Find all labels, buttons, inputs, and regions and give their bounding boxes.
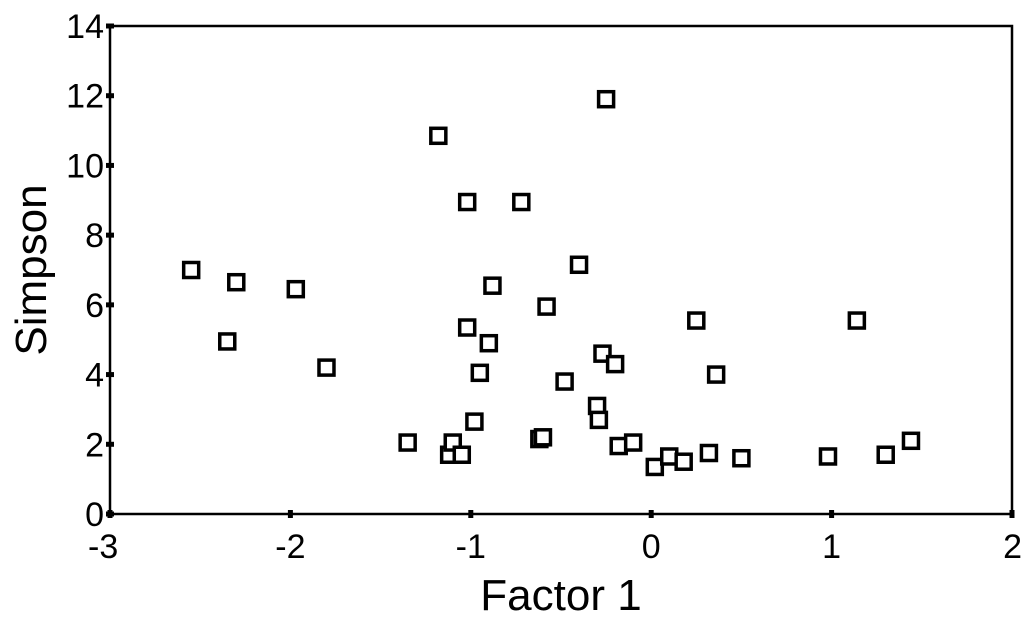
- data-point: [623, 433, 643, 452]
- data-point: [457, 318, 477, 337]
- data-point: [589, 410, 609, 430]
- data-point: [465, 412, 484, 431]
- data-point: [706, 365, 726, 384]
- y-tick-label: 4: [85, 357, 104, 395]
- y-axis-title: Simpson: [7, 184, 56, 355]
- y-axis: 0 2 4 6 8 10 12 14: [66, 8, 114, 534]
- data-point: [847, 311, 867, 330]
- y-tick-label: 2: [85, 426, 104, 464]
- x-tick-label: 0: [642, 528, 661, 566]
- x-tick-label: -2: [275, 528, 305, 566]
- x-tick-label: 1: [822, 528, 841, 566]
- x-axis: -3 -2 -1 0 1 2: [88, 510, 1022, 566]
- data-point: [901, 431, 921, 451]
- data-point: [674, 452, 693, 471]
- data-point: [181, 260, 201, 280]
- data-point: [596, 89, 616, 109]
- data-point: [218, 332, 237, 351]
- data-point: [483, 276, 502, 295]
- data-point: [818, 447, 838, 466]
- x-axis-title: Factor 1: [480, 571, 641, 620]
- data-point: [317, 358, 336, 377]
- y-tick-label: 14: [66, 8, 104, 46]
- data-point: [687, 311, 706, 330]
- data-point: [605, 354, 625, 374]
- plot-frame: [108, 24, 1014, 516]
- data-point: [398, 433, 417, 452]
- x-tick-label: 2: [1003, 528, 1022, 566]
- y-tick-label: 10: [66, 147, 104, 185]
- data-point: [533, 428, 553, 447]
- y-tick-label: 8: [85, 217, 104, 255]
- data-points: [181, 89, 921, 477]
- data-point: [452, 445, 472, 464]
- data-point: [569, 255, 589, 275]
- data-point: [286, 279, 306, 299]
- data-point: [457, 192, 477, 212]
- y-tick-label: 0: [85, 496, 104, 534]
- data-point: [555, 372, 574, 391]
- data-point: [537, 297, 556, 316]
- data-point: [876, 445, 895, 464]
- y-tick-label: 6: [85, 287, 104, 325]
- data-point: [512, 192, 531, 212]
- x-tick-label: -3: [88, 528, 118, 566]
- data-point: [732, 448, 751, 468]
- y-tick-label: 12: [66, 78, 104, 116]
- data-point: [645, 457, 665, 477]
- data-point: [470, 363, 490, 383]
- data-point: [227, 272, 246, 292]
- data-point: [479, 333, 499, 353]
- x-tick-label: -1: [456, 528, 486, 566]
- data-point: [429, 126, 448, 146]
- data-point: [699, 443, 719, 463]
